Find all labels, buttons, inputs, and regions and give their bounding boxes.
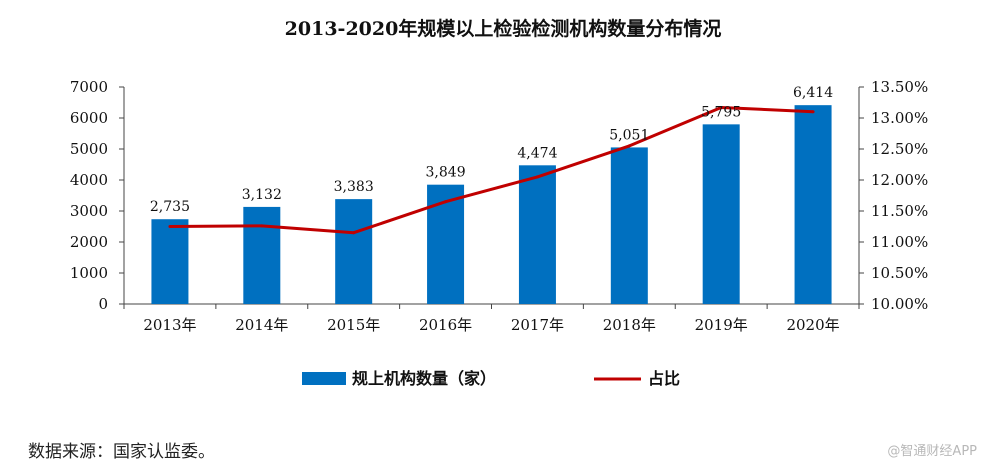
chart-title: 2013-2020年规模以上检验检测机构数量分布情况 xyxy=(285,17,722,40)
bar-series xyxy=(151,105,832,304)
y-right-tick-label: 11.50% xyxy=(871,202,928,220)
line-point xyxy=(260,224,264,228)
bar-data-label: 3,383 xyxy=(334,179,374,195)
bar-data-label: 3,132 xyxy=(242,187,282,203)
y-right-tick-label: 10.50% xyxy=(871,264,928,282)
x-tick-label: 2019年 xyxy=(695,316,748,334)
x-tick-label: 2017年 xyxy=(511,316,564,334)
line-point xyxy=(444,200,448,204)
y-right-tick-label: 13.50% xyxy=(871,78,928,96)
bar-data-label: 3,849 xyxy=(426,165,466,181)
y-right-tick-label: 12.00% xyxy=(871,171,928,189)
y-right-tick-label: 12.50% xyxy=(871,140,928,158)
bar xyxy=(702,124,740,304)
y-left-tick-label: 5000 xyxy=(70,140,108,158)
y-left-tick-label: 6000 xyxy=(70,109,108,127)
bar-data-label: 4,474 xyxy=(517,145,557,161)
x-tick-label: 2013年 xyxy=(143,316,196,334)
line-point xyxy=(811,110,815,114)
x-tick-label: 2014年 xyxy=(235,316,288,334)
y-left-tick-label: 4000 xyxy=(70,171,108,189)
bar-data-label: 5,795 xyxy=(701,104,741,120)
bar xyxy=(794,105,832,304)
legend-swatch-bar xyxy=(302,372,346,385)
bar-data-label: 6,414 xyxy=(793,85,833,101)
y-left-tick-label: 1000 xyxy=(70,264,108,282)
bar-data-label: 5,051 xyxy=(609,127,649,143)
y-left-tick-label: 0 xyxy=(98,295,108,313)
legend-label-bar: 规上机构数量（家） xyxy=(352,369,496,388)
x-tick-label: 2018年 xyxy=(603,316,656,334)
bar xyxy=(518,165,556,304)
bar xyxy=(335,199,373,304)
watermark: @智通财经APP xyxy=(887,444,977,459)
bar xyxy=(151,219,189,304)
line-point xyxy=(352,231,356,235)
legend: 规上机构数量（家） 占比 xyxy=(302,369,680,388)
y-right-tick-label: 10.00% xyxy=(871,295,928,313)
y-right-tick-label: 13.00% xyxy=(871,109,928,127)
bar xyxy=(610,147,648,304)
bar xyxy=(243,206,281,304)
x-tick-label: 2016年 xyxy=(419,316,472,334)
line-point xyxy=(535,175,539,179)
line-point xyxy=(719,105,723,109)
bar-data-label: 2,735 xyxy=(150,199,190,215)
axes: 0 1000 2000 3000 4000 5000 6000 7000 10.00% 10.50… xyxy=(70,78,928,334)
y-left-tick-label: 7000 xyxy=(70,78,108,96)
x-tick-label: 2020年 xyxy=(786,316,839,334)
line-path xyxy=(169,105,814,235)
line-point xyxy=(168,225,172,228)
x-tick-label: 2015年 xyxy=(327,316,380,334)
line-point xyxy=(627,144,631,148)
legend-label-line: 占比 xyxy=(648,369,680,388)
y-left-tick-label: 2000 xyxy=(70,233,108,251)
line-series xyxy=(168,105,815,235)
data-labels: 2,735 3,132 3,383 3,849 4,474 5,051 5,795 6,414 xyxy=(150,85,833,215)
y-right-tick-label: 11.00% xyxy=(871,233,928,251)
source-note: 数据来源：国家认监委。 xyxy=(28,442,215,462)
y-left-tick-label: 3000 xyxy=(70,202,108,220)
